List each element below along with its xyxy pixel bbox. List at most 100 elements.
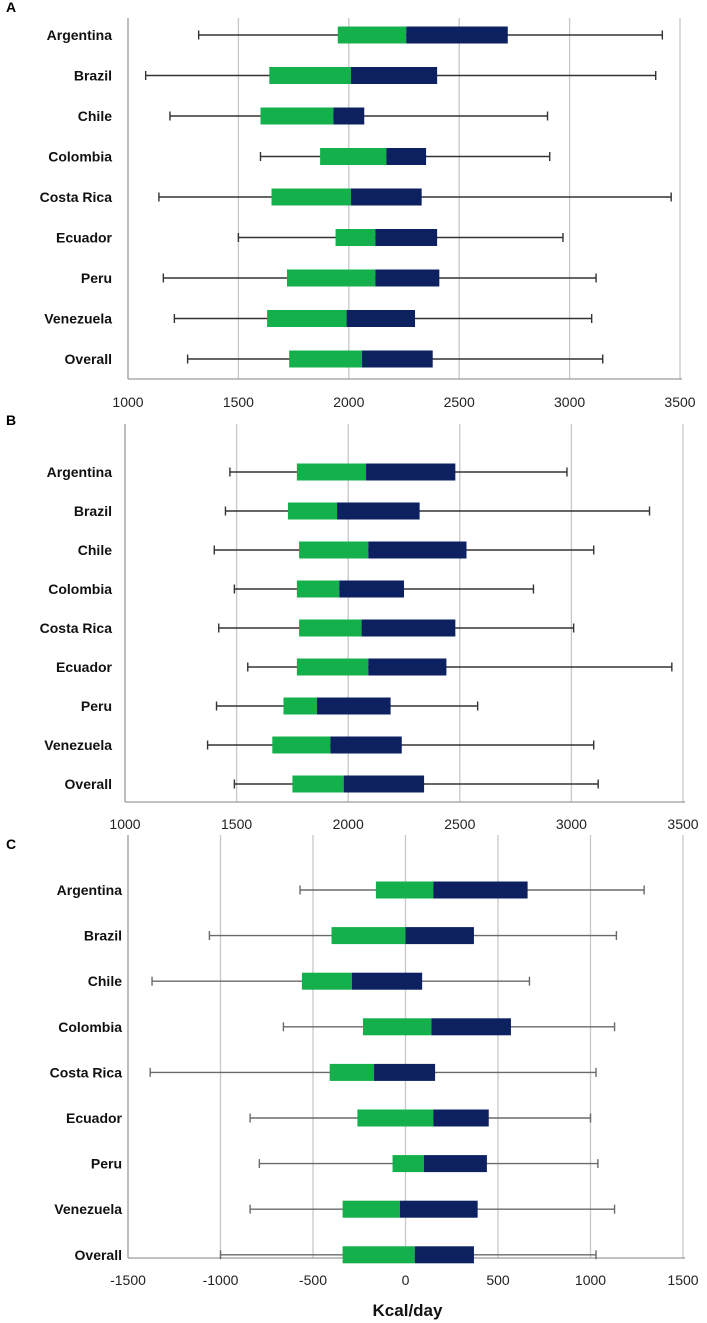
box-row: Costa Rica [50, 1063, 597, 1081]
box-upper-quartile [405, 927, 474, 945]
box-lower-quartile [331, 927, 406, 945]
x-tick-label: 3000 [556, 816, 587, 832]
category-label: Peru [91, 1156, 122, 1172]
x-tick-label: 2500 [444, 816, 475, 832]
x-tick-label: 2500 [444, 394, 475, 410]
category-label: Overall [65, 351, 112, 367]
category-label: Ecuador [56, 659, 113, 675]
category-label: Ecuador [56, 230, 113, 246]
box-upper-quartile [343, 775, 425, 793]
box-lower-quartile [392, 1155, 424, 1173]
box-row: Ecuador [56, 658, 673, 676]
box-row: Overall [65, 350, 604, 368]
panel-label: A [6, 0, 16, 15]
panel-a: A 1000 1500 2000 2500 3000 3500 Argentina Brazil… [6, 0, 696, 410]
category-label: Peru [81, 698, 112, 714]
category-label: Argentina [47, 27, 113, 43]
box-upper-quartile [414, 1246, 474, 1264]
box-upper-quartile [361, 619, 456, 637]
x-tick-label: 0 [402, 1272, 410, 1288]
box-upper-quartile [431, 1018, 511, 1036]
box-lower-quartile [286, 269, 376, 287]
box-lower-quartile [320, 148, 387, 165]
box-upper-quartile [351, 972, 423, 990]
box-lower-quartile [283, 697, 317, 715]
category-label: Colombia [48, 149, 112, 165]
category-label: Overall [65, 776, 112, 792]
box-upper-quartile [433, 881, 528, 899]
box-upper-quartile [337, 502, 420, 520]
x-tick-label: 2000 [333, 816, 364, 832]
panel-label: C [6, 836, 16, 852]
category-label: Chile [78, 108, 112, 124]
category-label: Argentina [57, 882, 123, 898]
x-tick-label: 3500 [664, 394, 695, 410]
box-upper-quartile [424, 1155, 487, 1173]
box-row: Argentina [57, 881, 645, 899]
box-row: Chile [78, 541, 595, 559]
category-label: Costa Rica [50, 1064, 123, 1080]
box-lower-quartile [267, 310, 347, 327]
x-tick-label: 3000 [554, 394, 585, 410]
x-tick-label: -1000 [203, 1272, 239, 1288]
box-lower-quartile [289, 350, 363, 368]
category-label: Colombia [58, 1019, 122, 1035]
category-label: Venezuela [44, 311, 112, 327]
box-lower-quartile [375, 881, 434, 899]
category-label: Brazil [74, 68, 112, 84]
box-upper-quartile [346, 310, 416, 327]
box-upper-quartile [433, 1109, 489, 1127]
box-row: Peru [81, 697, 479, 715]
x-tick-label: -1500 [110, 1272, 146, 1288]
category-label: Venezuela [44, 737, 112, 753]
box-upper-quartile [375, 269, 440, 287]
box-row: Colombia [48, 580, 535, 598]
box-lower-quartile [272, 736, 331, 754]
box-lower-quartile [362, 1018, 432, 1036]
box-lower-quartile [337, 26, 407, 44]
box-row: Brazil [74, 67, 657, 84]
box-row: Costa Rica [40, 188, 672, 206]
category-label: Colombia [48, 581, 112, 597]
box-lower-quartile [296, 580, 340, 598]
box-lower-quartile [342, 1246, 415, 1264]
box-lower-quartile [329, 1063, 375, 1081]
box-row: Venezuela [44, 736, 595, 754]
box-upper-quartile [339, 580, 404, 598]
box-lower-quartile [357, 1109, 434, 1127]
box-lower-quartile [269, 67, 352, 84]
box-row: Chile [88, 972, 531, 990]
category-label: Brazil [84, 928, 122, 944]
x-tick-label: -500 [299, 1272, 327, 1288]
category-label: Costa Rica [40, 620, 113, 636]
box-lower-quartile [299, 619, 362, 637]
category-label: Brazil [74, 503, 112, 519]
category-label: Costa Rica [40, 189, 113, 205]
box-upper-quartile [316, 697, 391, 715]
box-row: Peru [81, 269, 597, 287]
box-row: Colombia [58, 1018, 616, 1036]
box-row: Costa Rica [40, 619, 575, 637]
box-row: Brazil [74, 502, 651, 520]
box-row: Brazil [84, 927, 618, 945]
box-row: Venezuela [54, 1200, 616, 1218]
x-tick-label: 500 [486, 1272, 510, 1288]
box-lower-quartile [342, 1200, 400, 1218]
box-lower-quartile [260, 107, 334, 125]
box-upper-quartile [366, 463, 456, 481]
category-label: Peru [81, 270, 112, 286]
category-label: Ecuador [66, 1110, 123, 1126]
box-upper-quartile [330, 736, 402, 754]
box-row: Argentina [47, 463, 568, 481]
x-tick-label: 1500 [667, 1272, 698, 1288]
box-upper-quartile [368, 658, 447, 676]
box-lower-quartile [292, 775, 344, 793]
panel-c: C -1500 -1000 -500 0 500 1000 1500 Kcal/day Argen… [6, 835, 699, 1320]
x-tick-label: 1000 [575, 1272, 606, 1288]
panel-label: B [6, 412, 16, 428]
box-lower-quartile [299, 541, 369, 559]
box-lower-quartile [287, 502, 338, 520]
box-upper-quartile [386, 148, 427, 165]
box-lower-quartile [335, 229, 376, 246]
